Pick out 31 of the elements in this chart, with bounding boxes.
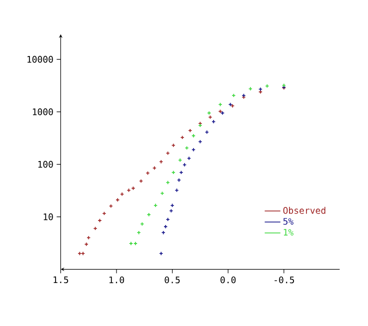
- point: [136, 230, 141, 235]
- point: [180, 135, 184, 140]
- point: [265, 84, 270, 88]
- point: [186, 156, 192, 160]
- y-tick-label: 100: [38, 160, 53, 168]
- x-tick-label: 1.5: [54, 276, 68, 284]
- legend-label: Observed: [283, 206, 326, 214]
- point: [230, 104, 235, 108]
- x-tick-label: 1.0: [109, 276, 124, 284]
- point: [178, 158, 182, 162]
- point: [78, 251, 82, 256]
- point: [86, 236, 91, 240]
- x-tick-label: -0.5: [274, 276, 294, 284]
- point: [169, 208, 174, 213]
- point: [120, 192, 124, 196]
- x-tick-label: 0.0: [220, 276, 236, 284]
- point: [166, 180, 170, 185]
- point: [228, 102, 232, 107]
- point: [184, 146, 189, 150]
- point: [258, 87, 263, 92]
- y-tick-label: 10: [44, 213, 53, 220]
- y-tick-label: 10000: [27, 56, 53, 63]
- point: [191, 148, 196, 152]
- point: [198, 140, 202, 144]
- point: [140, 222, 144, 226]
- legend-label: 5%: [283, 218, 294, 225]
- legend-label: 1%: [284, 228, 294, 236]
- y-tick-label: 1000: [32, 108, 53, 116]
- point: [171, 143, 176, 148]
- point: [166, 151, 170, 156]
- x-tick-label: 0.5: [164, 276, 180, 284]
